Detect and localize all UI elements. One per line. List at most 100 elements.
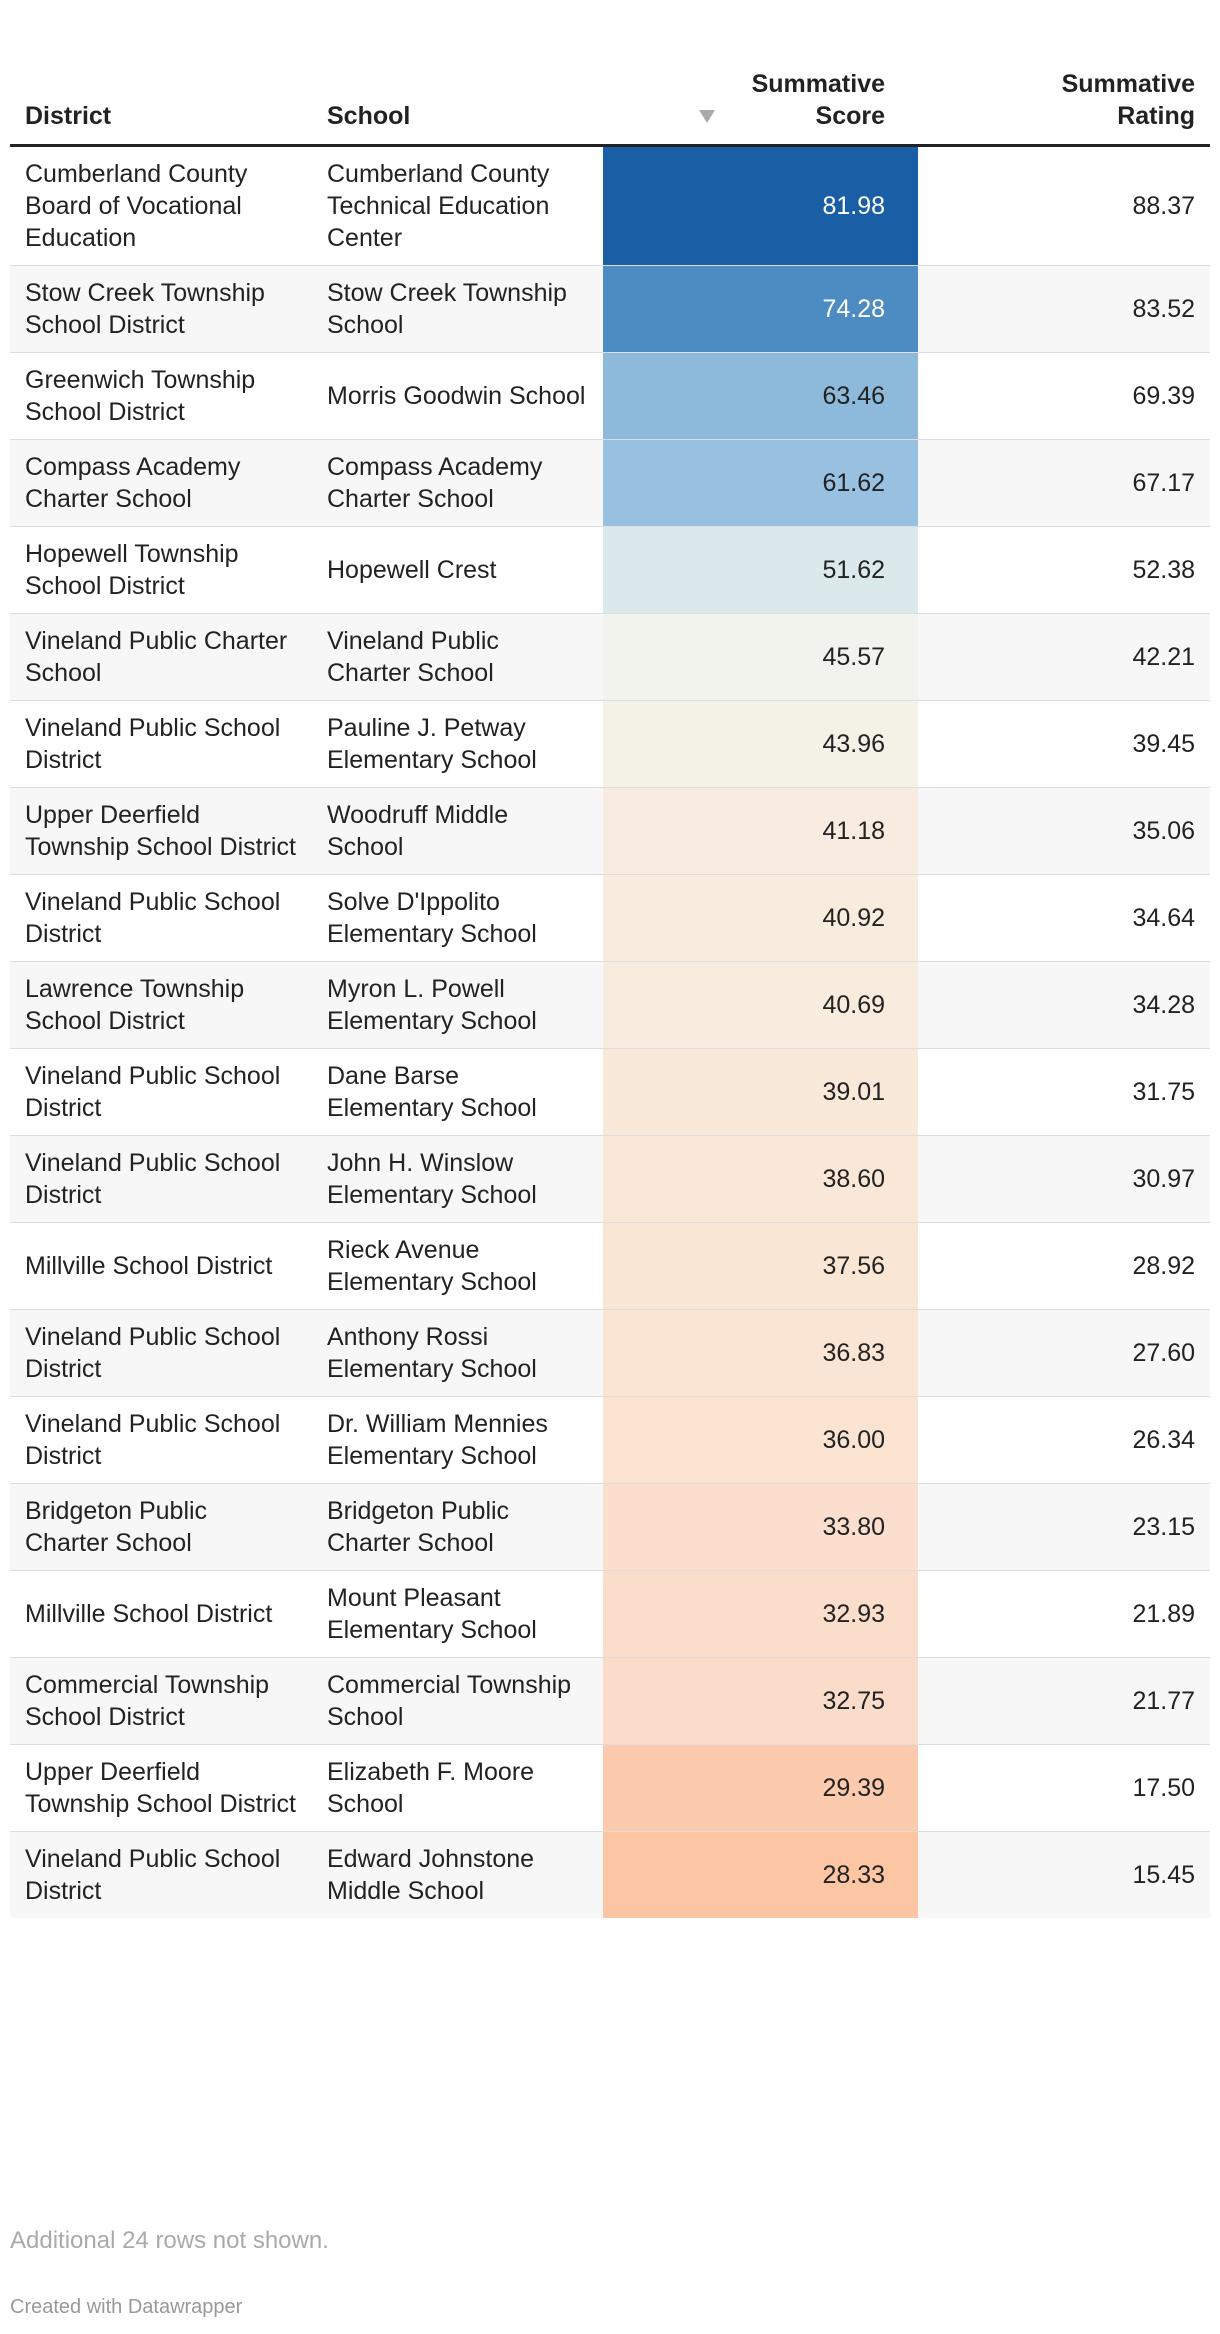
column-header[interactable]: Summative Score <box>603 0 918 147</box>
district-cell: Vineland Public School District <box>10 700 312 788</box>
district-cell: Cumberland County Board of Vocational Ed… <box>25 160 248 252</box>
district-cell: Greenwich Township School District <box>10 352 312 440</box>
rating-cell: 88.37 <box>1132 192 1195 220</box>
score-cell: 51.62 <box>603 526 918 614</box>
table-row: Vineland Public School District Dr. Willi… <box>10 1396 1210 1484</box>
school-cell: Elizabeth F. Moore School <box>312 1744 603 1832</box>
score-cell: 45.57 <box>603 613 918 701</box>
table-row: Vineland Public School District Anthony R… <box>10 1309 1210 1397</box>
district-cell: Upper Deerfield Township School District <box>10 1744 312 1832</box>
rating-cell: 83.52 <box>918 265 1210 353</box>
rating-cell: 34.64 <box>918 874 1210 962</box>
table-row: Commercial Township School District Comme… <box>10 1657 1210 1745</box>
school-cell: Morris Goodwin School <box>312 352 603 440</box>
score-cell: 32.75 <box>603 1657 918 1745</box>
school-cell: John H. Winslow Elementary School <box>312 1135 603 1223</box>
score-cell: 61.62 <box>603 439 918 527</box>
district-cell: Bridgeton Public Charter School <box>10 1483 312 1571</box>
district-cell: Vineland Public School District <box>10 1831 312 1918</box>
table-row: Greenwich Township School District Morris… <box>10 352 1210 440</box>
rating-cell: 69.39 <box>918 352 1210 440</box>
rating-cell: 31.75 <box>918 1048 1210 1136</box>
column-header[interactable]: School <box>312 0 603 147</box>
column-header[interactable]: Summative Rating <box>918 0 1210 147</box>
district-cell: Stow Creek Township School District <box>10 265 312 353</box>
rating-cell: 35.06 <box>918 787 1210 875</box>
school-cell: Myron L. Powell Elementary School <box>312 961 603 1049</box>
rating-cell: 17.50 <box>918 1744 1210 1832</box>
school-cell: Woodruff Middle School <box>312 787 603 875</box>
district-cell: Vineland Public School District <box>10 1396 312 1484</box>
school-cell: Anthony Rossi Elementary School <box>312 1309 603 1397</box>
table-row: Vineland Public School District Edward Jo… <box>10 1831 1210 1918</box>
district-cell: Hopewell Township School District <box>10 526 312 614</box>
column-header[interactable]: District <box>10 0 312 147</box>
rating-cell: 15.45 <box>918 1831 1210 1918</box>
footer-credit[interactable]: Created with Datawrapper <box>10 2296 243 2318</box>
school-cell: Compass Academy Charter School <box>312 439 603 527</box>
table-body: Cumberland County Board of Vocational Ed… <box>10 145 1210 1918</box>
school-cell: Pauline J. Petway Elementary School <box>312 700 603 788</box>
column-header-text: Summative Rating <box>1061 70 1195 130</box>
table-row: Vineland Public School District Dane Bars… <box>10 1048 1210 1136</box>
score-cell: 63.46 <box>603 352 918 440</box>
score-cell: 43.96 <box>603 700 918 788</box>
table-row: Hopewell Township School District Hopewel… <box>10 526 1210 614</box>
district-cell: Millville School District <box>10 1570 312 1658</box>
rating-cell: 26.34 <box>918 1396 1210 1484</box>
rating-cell: 39.45 <box>918 700 1210 788</box>
table-row: Compass Academy Charter School Compass Ac… <box>10 439 1210 527</box>
district-cell: Compass Academy Charter School <box>10 439 312 527</box>
column-header-text: Summative Score <box>751 70 885 130</box>
footer-note: Additional 24 rows not shown. <box>10 2227 329 2254</box>
district-cell: Lawrence Township School District <box>10 961 312 1049</box>
score-cell: 40.69 <box>603 961 918 1049</box>
school-cell: Solve D'Ippolito Elementary School <box>312 874 603 962</box>
table-row: Millville School District Mount Pleasant … <box>10 1570 1210 1658</box>
score-cell: 38.60 <box>603 1135 918 1223</box>
data-table: District School Summative Score Summativ… <box>10 0 1210 1918</box>
table-row: Vineland Public Charter School Vineland P… <box>10 613 1210 701</box>
school-cell: Rieck Avenue Elementary School <box>312 1222 603 1310</box>
score-cell: 36.00 <box>603 1396 918 1484</box>
school-cell: Stow Creek Township School <box>312 265 603 353</box>
school-cell: Hopewell Crest <box>312 526 603 614</box>
score-cell: 32.93 <box>603 1570 918 1658</box>
school-cell: Commercial Township School <box>312 1657 603 1745</box>
rating-cell: 30.97 <box>918 1135 1210 1223</box>
district-cell: Vineland Public School District <box>10 874 312 962</box>
rating-cell: 23.15 <box>918 1483 1210 1571</box>
table-row: Bridgeton Public Charter School Bridgeton… <box>10 1483 1210 1571</box>
rating-cell: 21.89 <box>918 1570 1210 1658</box>
school-cell: Edward Johnstone Middle School <box>312 1831 603 1918</box>
school-cell: Dr. William Mennies Elementary School <box>312 1396 603 1484</box>
school-cell: Dane Barse Elementary School <box>312 1048 603 1136</box>
score-cell: 41.18 <box>603 787 918 875</box>
rating-cell: 34.28 <box>918 961 1210 1049</box>
school-cell: Mount Pleasant Elementary School <box>312 1570 603 1658</box>
score-cell: 39.01 <box>603 1048 918 1136</box>
rating-cell: 28.92 <box>918 1222 1210 1310</box>
sort-arrow <box>699 110 715 123</box>
table-row: Lawrence Township School District Myron L… <box>10 961 1210 1049</box>
district-cell: Vineland Public School District <box>10 1135 312 1223</box>
rating-cell: 21.77 <box>918 1657 1210 1745</box>
score-cell: 33.80 <box>603 1483 918 1571</box>
rating-cell: 67.17 <box>918 439 1210 527</box>
district-cell: Vineland Public School District <box>10 1048 312 1136</box>
school-cell: Bridgeton Public Charter School <box>312 1483 603 1571</box>
score-cell: 28.33 <box>603 1831 918 1918</box>
district-cell: Commercial Township School District <box>10 1657 312 1745</box>
rating-cell: 42.21 <box>918 613 1210 701</box>
district-cell: Millville School District <box>10 1222 312 1310</box>
table-row: Stow Creek Township School District Stow … <box>10 265 1210 353</box>
score-cell: 29.39 <box>603 1744 918 1832</box>
table-row: Cumberland County Board of Vocational Ed… <box>10 145 1210 266</box>
table-row: Vineland Public School District Solve D'I… <box>10 874 1210 962</box>
table-row: Upper Deerfield Township School District… <box>10 1744 1210 1832</box>
score-cell: 37.56 <box>603 1222 918 1310</box>
table-row: Vineland Public School District John H. W… <box>10 1135 1210 1223</box>
table-row: Vineland Public School District Pauline J… <box>10 700 1210 788</box>
score-cell: 81.98 <box>603 145 918 266</box>
